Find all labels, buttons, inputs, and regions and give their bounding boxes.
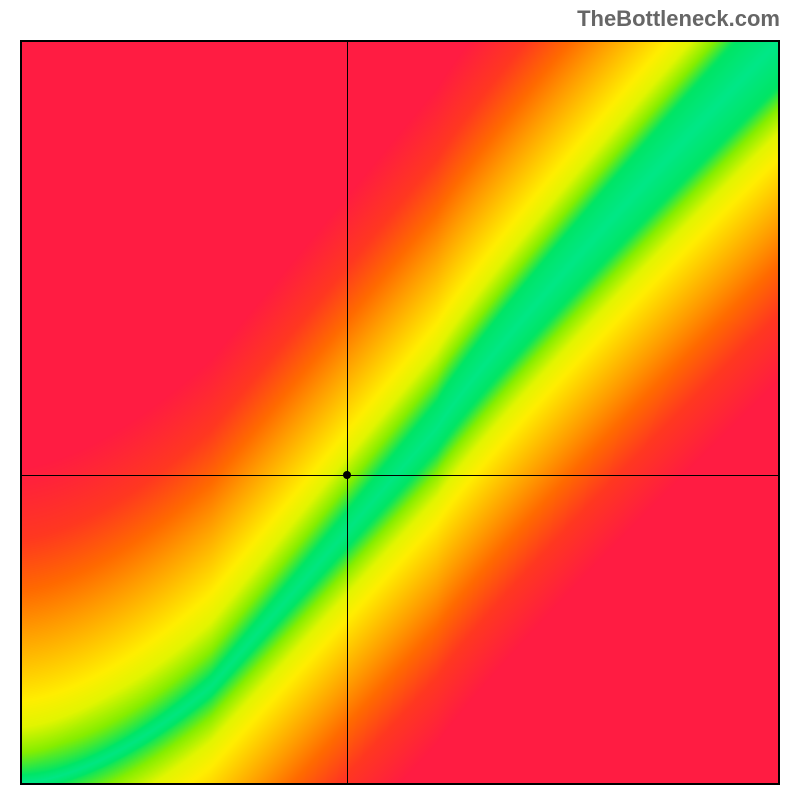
heatmap-plot [20,40,780,785]
watermark-text: TheBottleneck.com [577,6,780,32]
heatmap-canvas [22,42,778,783]
